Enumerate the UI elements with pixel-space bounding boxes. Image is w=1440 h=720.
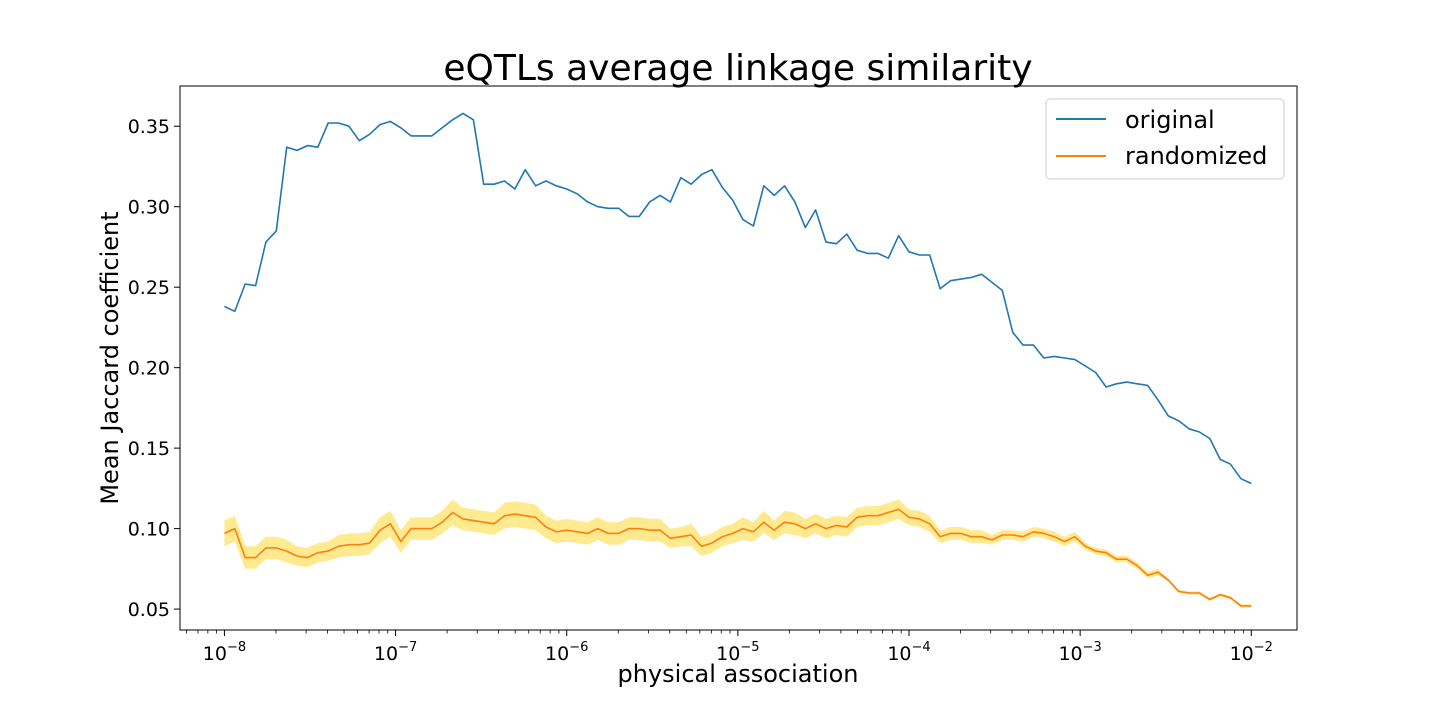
series-line-original	[224, 112, 1252, 485]
y-tick-label: 0.15	[128, 438, 170, 460]
axes: 0.05 0.10 0.15 0.20 0.25 0.30 0.35 10−8 10−7 10−6…	[128, 85, 1298, 665]
y-tick-label: 0.05	[128, 599, 170, 621]
legend-label-original: original	[1125, 106, 1215, 134]
x-tick-label: 10−8	[203, 640, 246, 665]
y-tick-label: 0.35	[128, 116, 170, 138]
x-axis-label: physical association	[618, 660, 859, 688]
plot-area	[224, 112, 1252, 608]
x-tick-label: 10−7	[374, 640, 417, 665]
y-tick-label: 0.10	[128, 519, 170, 541]
series-line-randomized	[224, 508, 1252, 607]
y-axis-label: Mean Jaccard coefficient	[96, 211, 124, 504]
x-tick-label: 10−4	[887, 640, 930, 665]
axes-frame	[179, 85, 1298, 631]
y-tick-label: 0.20	[128, 358, 170, 380]
legend: original randomized	[1045, 98, 1285, 180]
y-tick-label: 0.25	[128, 277, 170, 299]
x-tick-label: 10−2	[1230, 640, 1273, 665]
x-tick-label: 10−5	[716, 640, 759, 665]
x-tick-label: 10−3	[1058, 640, 1101, 665]
y-tick-label: 0.30	[128, 197, 170, 219]
x-tick-label: 10−6	[545, 640, 588, 665]
chart-title: eQTLs average linkage similarity	[443, 48, 1032, 89]
legend-label-randomized: randomized	[1125, 142, 1267, 170]
randomized-confidence-band	[224, 499, 1252, 608]
